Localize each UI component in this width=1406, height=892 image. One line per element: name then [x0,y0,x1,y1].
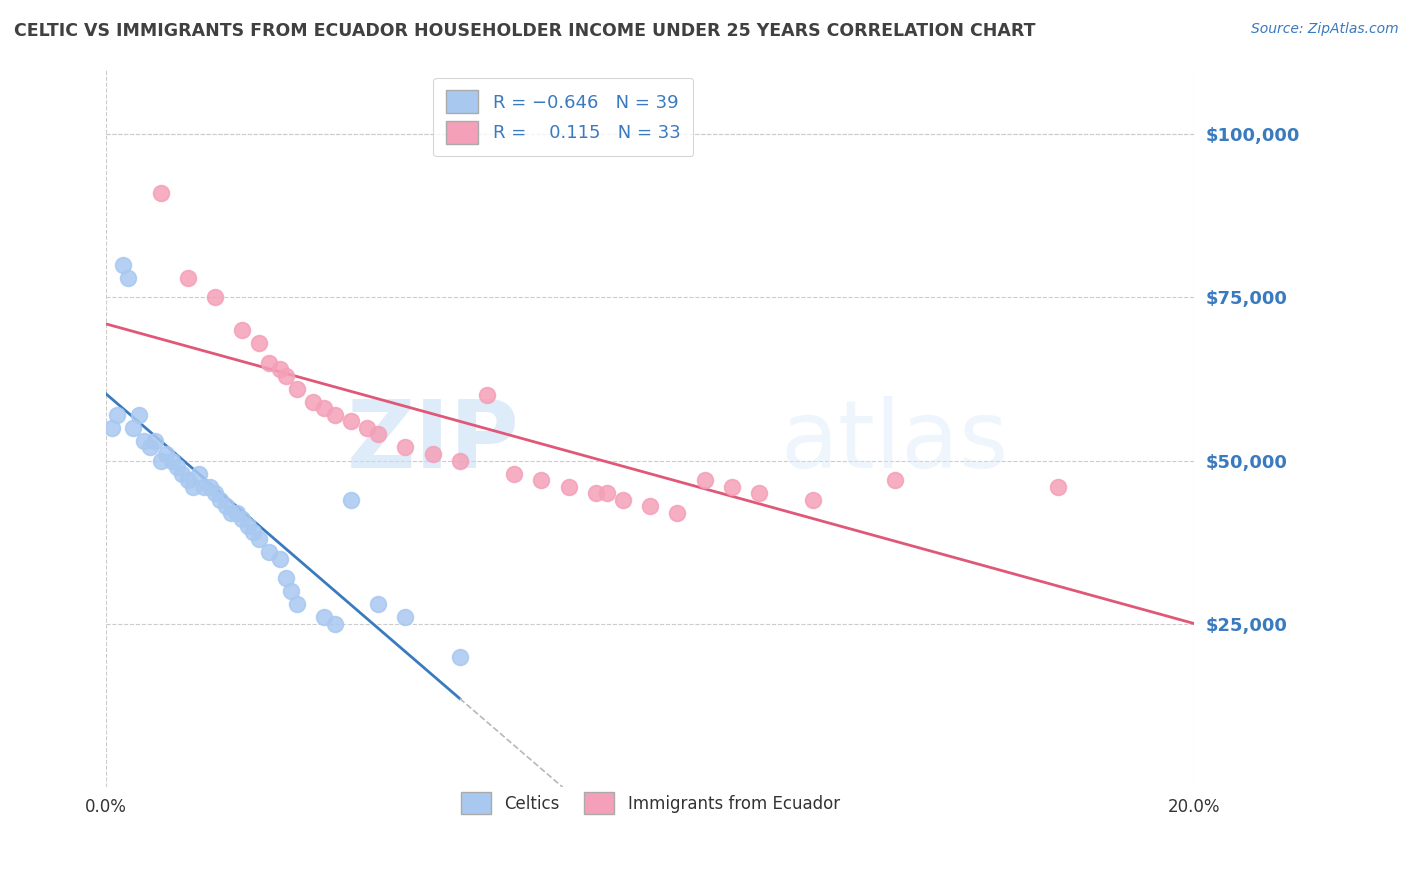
Point [367,427,389,442]
Point [177,473,200,487]
Point [204,290,226,304]
Point [160,453,183,467]
Point [801,492,824,507]
Point [215,500,238,514]
Point [231,512,253,526]
Point [285,597,308,611]
Point [323,408,346,422]
Point [177,270,200,285]
Point [449,453,471,467]
Point [595,486,617,500]
Point [155,447,177,461]
Point [884,473,907,487]
Point [209,492,232,507]
Point [693,473,716,487]
Point [247,335,270,350]
Point [236,519,259,533]
Point [285,382,308,396]
Point [242,525,264,540]
Point [394,610,416,624]
Point [638,500,661,514]
Point [181,480,204,494]
Point [530,473,553,487]
Point [269,551,291,566]
Point [312,610,335,624]
Text: CELTIC VS IMMIGRANTS FROM ECUADOR HOUSEHOLDER INCOME UNDER 25 YEARS CORRELATION : CELTIC VS IMMIGRANTS FROM ECUADOR HOUSEH… [14,22,1036,40]
Point [503,467,526,481]
Point [274,368,297,383]
Point [204,486,226,500]
Text: atlas: atlas [780,396,1010,488]
Point [139,441,162,455]
Point [280,584,302,599]
Point [302,394,325,409]
Point [149,186,172,200]
Point [449,649,471,664]
Point [666,506,689,520]
Point [259,545,281,559]
Point [225,506,247,520]
Point [117,270,139,285]
Point [259,355,281,369]
Point [231,323,253,337]
Point [134,434,156,448]
Point [367,597,389,611]
Point [422,447,444,461]
Point [612,492,634,507]
Point [172,467,194,481]
Point [557,480,579,494]
Point [720,480,742,494]
Point [312,401,335,416]
Point [356,421,378,435]
Point [111,258,134,272]
Point [198,480,221,494]
Point [394,441,416,455]
Point [128,408,150,422]
Point [187,467,209,481]
Text: ZIP: ZIP [347,396,520,488]
Point [323,616,346,631]
Point [149,453,172,467]
Point [1047,480,1070,494]
Point [221,506,243,520]
Point [193,480,215,494]
Point [166,460,188,475]
Point [269,362,291,376]
Point [100,421,122,435]
Point [122,421,145,435]
Point [585,486,607,500]
Point [340,492,363,507]
Point [105,408,128,422]
Point [143,434,166,448]
Point [247,532,270,546]
Point [340,414,363,428]
Point [274,571,297,585]
Text: Source: ZipAtlas.com: Source: ZipAtlas.com [1251,22,1399,37]
Point [748,486,770,500]
Legend: Celtics, Immigrants from Ecuador: Celtics, Immigrants from Ecuador [449,780,852,826]
Point [475,388,498,402]
